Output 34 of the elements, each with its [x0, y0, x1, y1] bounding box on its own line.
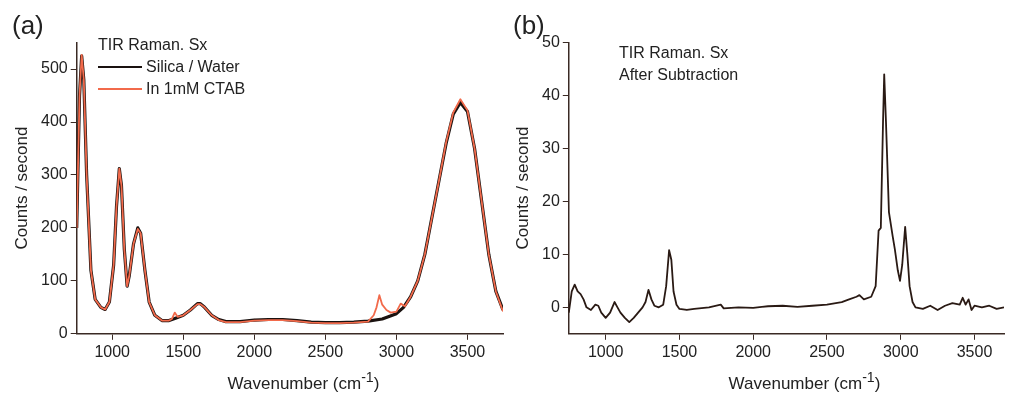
- y-tick-label: 10: [542, 244, 560, 262]
- y-tick-label: 100: [40, 271, 68, 289]
- x-tick-label: 1000: [94, 342, 131, 360]
- y-tick-label: 20: [542, 191, 560, 209]
- y-tick-label: 0: [58, 324, 68, 342]
- annotation: After Subtraction: [619, 65, 739, 85]
- legend-title: TIR Raman. Sx: [98, 35, 209, 55]
- x-axis-title: Wavenumber (cm$^{-1}$): [727, 369, 882, 394]
- y-tick-label: 300: [40, 165, 68, 183]
- legend-label: In 1mM CTAB: [146, 79, 246, 99]
- y-axis-title: Counts / second: [513, 126, 533, 249]
- annotation: TIR Raman. Sx: [619, 43, 730, 63]
- y-tick-label: 400: [40, 112, 68, 130]
- x-tick-label: 1000: [587, 342, 624, 360]
- y-tick-label: 50: [542, 33, 560, 51]
- y-tick-label: 0: [550, 297, 560, 315]
- x-tick-label: 3000: [378, 342, 415, 360]
- x-tick-label: 2500: [809, 342, 845, 360]
- x-tick-label: 2000: [236, 342, 273, 360]
- x-tick-label: 2500: [307, 342, 344, 360]
- y-tick-label: 500: [40, 59, 68, 77]
- text: (a): [12, 10, 44, 41]
- x-tick-label: 1500: [165, 342, 202, 360]
- x-tick-label: 3000: [882, 342, 919, 360]
- x-tick-label: 3500: [449, 342, 486, 360]
- x-tick-label: 1500: [661, 342, 698, 360]
- y-axis-title: Counts / second: [12, 126, 32, 249]
- x-tick-label: 3500: [956, 342, 993, 360]
- legend-label: Silica / Water: [146, 57, 240, 77]
- x-tick-label: 2000: [735, 342, 772, 360]
- y-tick-label: 200: [40, 218, 68, 236]
- y-tick-label: 30: [542, 138, 560, 156]
- x-axis-title: Wavenumber (cm$^{-1}$): [226, 369, 381, 394]
- y-tick-label: 40: [542, 85, 560, 103]
